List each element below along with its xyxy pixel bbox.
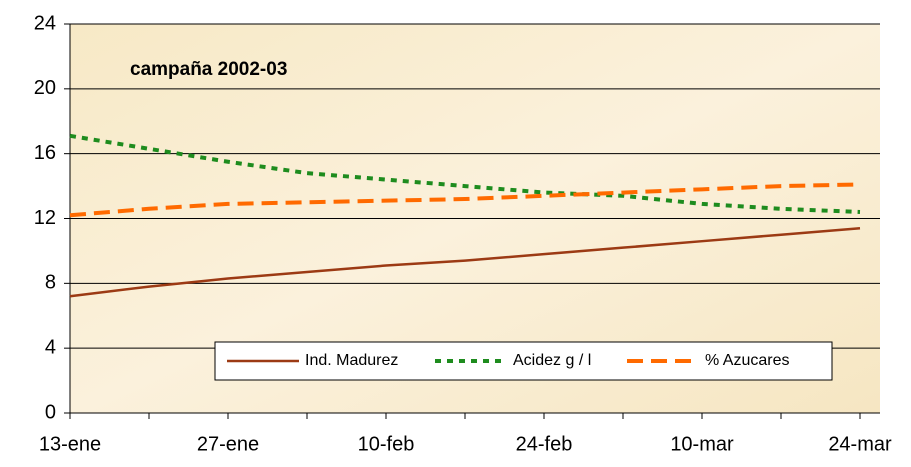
legend-label: Acidez g / l	[513, 352, 591, 369]
x-tick-label: 24-feb	[516, 433, 573, 455]
y-tick-label: 8	[45, 272, 56, 294]
chart-title: campaña 2002-03	[130, 59, 287, 80]
y-tick-label: 20	[34, 77, 56, 99]
legend-label: Ind. Madurez	[305, 352, 398, 369]
series-line	[69, 182, 861, 218]
legend-label: % Azucares	[705, 352, 789, 369]
x-tick-label: 10-mar	[670, 433, 734, 455]
series-line	[69, 133, 861, 215]
series-line	[69, 226, 861, 298]
legend	[214, 341, 833, 381]
x-tick-label: 10-feb	[358, 433, 415, 455]
y-tick-label: 24	[34, 12, 56, 34]
y-tick-label: 12	[34, 207, 56, 229]
y-tick-label: 0	[45, 401, 56, 423]
y-tick-label: 16	[34, 142, 56, 164]
x-tick-label: 13-ene	[39, 433, 101, 455]
x-tick-label: 27-ene	[197, 433, 259, 455]
y-tick-label: 4	[45, 336, 56, 358]
x-tick-label: 24-mar	[828, 433, 892, 455]
